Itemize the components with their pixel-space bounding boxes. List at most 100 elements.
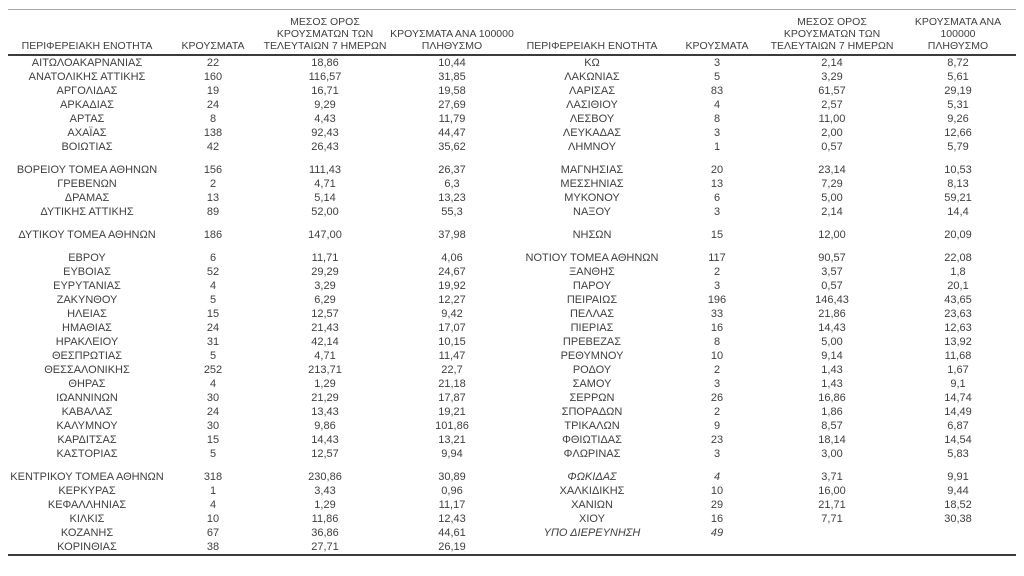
cell-avg7: 1,43 [821, 378, 843, 390]
table-row: ΚΕΡΚΥΡΑΣ 1 3,43 0,96 ΧΑΛΚΙΔΙΚΗΣ 10 16,00 9,44 [8, 484, 1016, 498]
cell-region: ΝΗΣΩΝ [572, 229, 612, 241]
cell-region: ΝΑΞΟΥ [573, 206, 611, 218]
table-row: ΘΗΡΑΣ 4 1,29 21,18 ΣΑΜΟΥ 3 1,43 9,1 [8, 377, 1016, 391]
cell-region: ΖΑΚΥΝΘΟΥ [56, 294, 118, 306]
table-row: ΚΑΡΔΙΤΣΑΣ 15 14,43 13,21 ΦΘΙΩΤΙΔΑΣ 23 18,14 14,… [8, 433, 1016, 447]
col-header-region-left: ΠΕΡΙΦΕΡΕΙΑΚΗ ΕΝΟΤΗΤΑ [8, 9, 166, 56]
cell-cases: 83 [710, 85, 724, 97]
table-row: ΚΕΝΤΡΙΚΟΥ ΤΟΜΕΑ ΑΘΗΝΩΝ 318 230,86 30,89 ΦΩΚΙ… [8, 470, 1016, 484]
cell-per100k: 10,15 [438, 336, 466, 348]
cell-region: ΚΕΝΤΡΙΚΟΥ ΤΟΜΕΑ ΑΘΗΝΩΝ [10, 471, 164, 483]
cell-region: ΔΥΤΙΚΗΣ ΑΤΤΙΚΗΣ [40, 206, 134, 218]
cell-avg7: 12,00 [818, 229, 846, 241]
cell-region: ΔΥΤΙΚΟΥ ΤΟΜΕΑ ΑΘΗΝΩΝ [18, 229, 156, 241]
cell-region: ΚΟΡΙΝΘΙΑΣ [57, 541, 117, 553]
cell-per100k: 12,63 [944, 322, 972, 334]
cell-region: ΠΑΡΟΥ [572, 280, 612, 292]
cell-region: ΛΑΡΙΣΑΣ [568, 85, 615, 97]
cell-cases: 3 [713, 57, 721, 69]
cell-region: ΕΒΡΟΥ [68, 252, 106, 264]
cell-avg7: 5,00 [821, 336, 843, 348]
cell-per100k: 11,47 [438, 350, 466, 362]
cell-region: ΑΧΑΪΑΣ [67, 127, 107, 139]
cell-avg7: 4,71 [314, 178, 336, 190]
cell-region: ΗΡΑΚΛΕΙΟΥ [55, 336, 119, 348]
table-row: ΚΕΦΑΛΛΗΝΙΑΣ 4 1,29 11,17 ΧΑΝΙΩΝ 29 21,71 18,52 [8, 498, 1016, 512]
cell-avg7: 0,57 [821, 280, 843, 292]
cell-cases: 31 [206, 336, 220, 348]
spacer-row [8, 461, 1016, 470]
table-row: ΚΑΛΥΜΝΟΥ 30 9,86 101,86 ΤΡΙΚΑΛΩΝ 9 8,57 6,87 [8, 419, 1016, 433]
cell-per100k: 11,68 [944, 350, 972, 362]
cell-cases: 6 [713, 192, 721, 204]
cell-per100k: 11,17 [438, 499, 466, 511]
cell-avg7: 146,43 [815, 294, 849, 306]
cell-region: ΜΕΣΣΗΝΙΑΣ [560, 178, 624, 190]
cell-region: ΑΡΚΑΔΙΑΣ [60, 99, 114, 111]
cell-per100k: 1,8 [950, 266, 966, 278]
spacer-row [8, 154, 1016, 163]
cell-region: ΛΑΣΙΘΙΟΥ [566, 99, 618, 111]
cell-per100k: 26,19 [438, 541, 466, 553]
cell-avg7: 3,00 [821, 448, 843, 460]
cell-avg7: 42,14 [311, 336, 339, 348]
cell-avg7: 16,00 [818, 485, 846, 497]
cell-avg7: 27,71 [311, 541, 339, 553]
cell-region: ΦΘΙΩΤΙΔΑΣ [562, 434, 622, 446]
cell-cases: 9 [713, 420, 721, 432]
cell-avg7: 16,71 [311, 85, 339, 97]
cell-per100k: 13,92 [944, 336, 972, 348]
cell-avg7: 11,71 [311, 252, 339, 264]
table-row: ΑΙΤΩΛΟΑΚΑΡΝΑΝΙΑΣ 22 18,86 10,44 ΚΩ 3 2,14 8,72 [8, 55, 1016, 70]
cell-region: ΚΑΡΔΙΤΣΑΣ [57, 434, 117, 446]
cell-per100k: 8,13 [947, 178, 969, 190]
cell-cases: 4 [209, 499, 217, 511]
cell-per100k: 59,21 [944, 192, 972, 204]
cell-per100k: 9,44 [947, 485, 969, 497]
cell-region: ΑΡΓΟΛΙΔΑΣ [56, 85, 118, 97]
cell-cases: 1 [209, 485, 217, 497]
cell-per100k: 8,72 [947, 57, 969, 69]
cell-region: ΔΡΑΜΑΣ [64, 192, 110, 204]
cell-avg7: 213,71 [308, 364, 342, 376]
cell-cases: 10 [710, 350, 724, 362]
cell-avg7: 1,29 [314, 499, 336, 511]
cell-region: ΣΕΡΡΩΝ [569, 392, 615, 404]
cell-region: ΣΑΜΟΥ [572, 378, 612, 390]
cell-per100k: 30,89 [438, 471, 466, 483]
cell-cases: 6 [209, 252, 217, 264]
cell-per100k: 6,3 [444, 178, 460, 190]
cell-cases: 4 [713, 99, 721, 111]
cell-cases: 8 [209, 113, 217, 125]
cell-cases: 252 [203, 364, 223, 376]
cell-region: ΗΛΕΙΑΣ [67, 308, 107, 320]
cell-avg7: 90,57 [818, 252, 846, 264]
spacer-row [8, 242, 1016, 251]
cell-cases: 15 [710, 229, 724, 241]
cell-avg7: 9,86 [314, 420, 336, 432]
cell-avg7: 3,29 [821, 71, 843, 83]
cell-avg7: 18,14 [818, 434, 846, 446]
cell-avg7: 9,29 [314, 99, 336, 111]
cell-avg7: 18,86 [311, 57, 339, 69]
cell-per100k: 17,87 [438, 392, 466, 404]
cell-cases: 10 [710, 485, 724, 497]
cell-per100k: 19,58 [438, 85, 466, 97]
cell-cases: 138 [203, 127, 223, 139]
col-header-cases-right: ΚΡΟΥΣΜΑΤΑ [670, 9, 764, 56]
cell-region: ΒΟΙΩΤΙΑΣ [61, 141, 113, 153]
cell-region: ΑΙΤΩΛΟΑΚΑΡΝΑΝΙΑΣ [31, 57, 143, 69]
cell-avg7: 7,71 [821, 513, 843, 525]
table-header: ΠΕΡΙΦΕΡΕΙΑΚΗ ΕΝΟΤΗΤΑ ΚΡΟΥΣΜΑΤΑ ΜΕΣΟΣ ΟΡΟ… [8, 9, 1016, 56]
spacer-cell [8, 242, 1016, 251]
cell-avg7: 21,29 [311, 392, 339, 404]
cell-avg7: 3,57 [821, 266, 843, 278]
cell-cases: 4 [713, 471, 721, 483]
cell-avg7: 147,00 [308, 229, 342, 241]
cell-per100k: 13,21 [438, 434, 466, 446]
cell-avg7: 36,86 [311, 527, 339, 539]
cell-region: ΠΡΕΒΕΖΑΣ [562, 336, 622, 348]
cell-per100k: 23,63 [944, 308, 972, 320]
cell-per100k: 11,79 [438, 113, 466, 125]
cell-region: ΜΥΚΟΝΟΥ [564, 192, 620, 204]
